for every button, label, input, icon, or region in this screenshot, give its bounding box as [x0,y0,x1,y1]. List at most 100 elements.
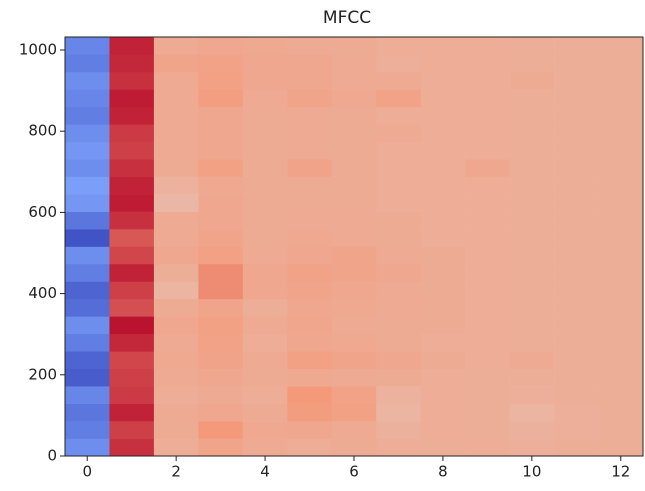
heatmap-cell [287,106,333,125]
heatmap-cell [554,281,599,300]
heatmap-cell [109,281,155,300]
heatmap-cell [376,194,421,212]
heatmap-cell [109,438,155,457]
heatmap-cell [376,263,421,282]
heatmap-cell [242,141,288,160]
heatmap-cell [420,333,466,352]
heatmap-cell [331,159,377,177]
heatmap-cell [109,106,155,125]
heatmap-cell [287,368,333,387]
heatmap-cell [554,106,599,125]
heatmap-cell [65,159,110,177]
heatmap-cell [198,194,244,212]
heatmap-cell [198,386,244,404]
heatmap-cell [554,54,599,73]
heatmap-cell [376,211,421,230]
heatmap-cell [420,211,466,230]
x-tick-label: 4 [260,463,270,481]
heatmap-cell [554,316,599,335]
heatmap-cell [287,176,333,195]
heatmap-cell [465,89,510,108]
heatmap-cell [153,421,199,439]
heatmap-cell [65,368,110,387]
heatmap-cell [153,403,199,422]
heatmap-cell [420,246,466,265]
heatmap-cell [376,176,421,195]
heatmap-cell [287,386,333,404]
heatmap-cell [331,246,377,265]
heatmap-cell [509,176,555,195]
y-tick-label: 1000 [19,40,57,58]
heatmap-cell [465,124,510,143]
heatmap-cell [376,229,421,247]
heatmap-cell [198,176,244,195]
heatmap-cell [598,386,644,404]
heatmap-cell [109,386,155,404]
heatmap-cell [198,124,244,143]
heatmap-cell [420,37,466,55]
heatmap-cell [465,159,510,177]
heatmap-cell [153,386,199,404]
heatmap-cell [109,368,155,387]
heatmap-cell [198,403,244,422]
heatmap-cell [242,281,288,300]
heatmap-cell [598,368,644,387]
heatmap-cell [376,298,421,317]
heatmap-cell [420,298,466,317]
heatmap-cell [509,141,555,160]
heatmap-cell [109,246,155,265]
heatmap-cell [287,124,333,143]
x-tick-label: 12 [611,463,630,481]
heatmap-cell [509,298,555,317]
heatmap-cell [109,159,155,177]
heatmap-cell [65,386,110,404]
heatmap-cell [331,368,377,387]
heatmap-cell [509,211,555,230]
y-tick-label: 0 [47,447,57,465]
heatmap-cell [465,281,510,300]
heatmap-cell [287,141,333,160]
heatmap-cell [242,386,288,404]
heatmap-cell [331,438,377,457]
y-tick-label: 600 [28,203,57,221]
heatmap-cell [109,263,155,282]
heatmap-cell [331,421,377,439]
heatmap-cell [509,246,555,265]
heatmap-cell [65,141,110,160]
heatmap-cell [420,421,466,439]
heatmap-cell [331,71,377,90]
heatmap-cell [598,141,644,160]
heatmap-cell [598,176,644,195]
heatmap-cell [465,71,510,90]
heatmap-cell [65,71,110,90]
heatmap-cell [331,403,377,422]
heatmap-cell [331,281,377,300]
heatmap-cell [509,37,555,55]
heatmap-cell [554,141,599,160]
heatmap-cell [242,194,288,212]
heatmap-cell [153,229,199,247]
heatmap-cell [376,316,421,335]
heatmap-cell [465,438,510,457]
heatmap-cell [153,37,199,55]
x-tick-label: 2 [171,463,181,481]
heatmap-cell [598,298,644,317]
heatmap-cell [465,316,510,335]
heatmap-cell [153,176,199,195]
heatmap-cell [465,403,510,422]
heatmap-cell [242,37,288,55]
heatmap-cell [153,159,199,177]
heatmap-cell [287,54,333,73]
heatmap-cell [420,141,466,160]
heatmap-cell [65,124,110,143]
heatmap-cell [153,281,199,300]
heatmap-cell [287,211,333,230]
y-tick-label: 200 [28,365,57,383]
heatmap-cell [287,403,333,422]
heatmap-cell [420,351,466,370]
heatmap-cell [509,263,555,282]
heatmap-cell [465,386,510,404]
heatmap-cell [242,316,288,335]
heatmap-cell [331,54,377,73]
heatmap-cell [153,246,199,265]
